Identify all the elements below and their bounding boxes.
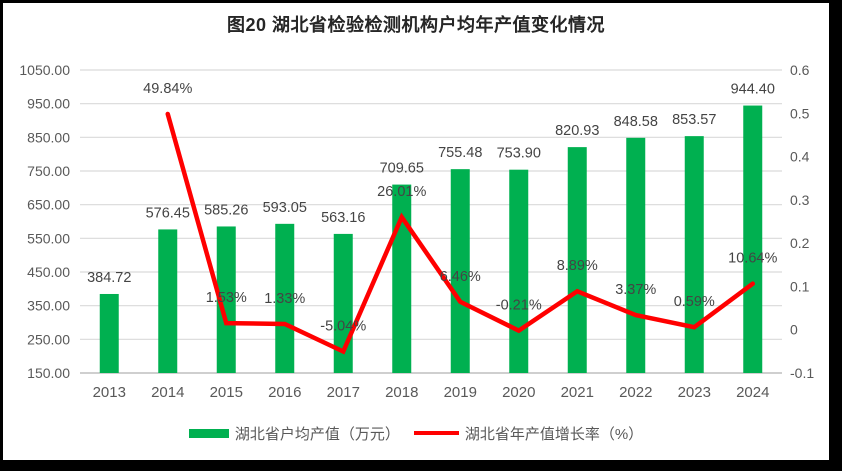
bar-value-label: 576.45 — [146, 205, 190, 221]
right-axis-tick: 0.1 — [790, 278, 810, 294]
right-axis-tick: 0.3 — [790, 192, 810, 208]
x-axis-label: 2017 — [327, 384, 360, 401]
bar-value-label: 593.05 — [263, 200, 307, 216]
legend-line-swatch-icon — [413, 431, 459, 435]
bar-value-label: 820.93 — [555, 123, 599, 139]
bar-value-label: 563.16 — [321, 210, 365, 226]
bar-2020 — [509, 169, 529, 373]
x-axis-label: 2023 — [678, 384, 711, 401]
line-value-label: -5.04% — [320, 319, 366, 335]
x-axis-label: 2013 — [93, 384, 126, 401]
bar-2015 — [216, 226, 236, 373]
line-value-label: 6.46% — [440, 269, 481, 285]
left-axis-tick: 950.00 — [27, 96, 70, 112]
bar-2018 — [392, 184, 412, 373]
right-axis-tick: 0 — [790, 322, 798, 338]
legend-line-label: 湖北省年产值增长率（%） — [464, 425, 644, 443]
x-axis-label: 2020 — [502, 384, 535, 401]
line-value-label: 10.64% — [728, 251, 777, 267]
line-value-label: 3.37% — [615, 282, 656, 298]
bar-value-label: 848.58 — [614, 114, 658, 130]
left-axis-tick: 850.00 — [27, 129, 70, 145]
left-axis-tick: 650.00 — [27, 197, 70, 213]
x-axis-label: 2014 — [151, 384, 184, 401]
line-value-label: -0.21% — [496, 298, 542, 314]
x-axis-label: 2018 — [385, 384, 418, 401]
bar-2013 — [99, 293, 119, 373]
bar-value-label: 384.72 — [87, 270, 131, 286]
left-axis-tick: 1050.00 — [19, 62, 70, 78]
bar-value-label: 853.57 — [672, 112, 716, 128]
right-axis-tick: 0.5 — [790, 105, 810, 121]
bar-2021 — [567, 147, 587, 373]
bar-value-label: 753.90 — [497, 146, 541, 162]
right-axis-tick: 0.2 — [790, 235, 810, 251]
line-value-label: 49.84% — [143, 81, 192, 97]
bar-2024 — [743, 105, 763, 373]
bar-value-label: 944.40 — [731, 82, 775, 98]
left-axis-tick: 750.00 — [27, 163, 70, 179]
line-value-label: 1.53% — [206, 290, 247, 306]
line-value-label: 0.59% — [674, 294, 715, 310]
line-value-label: 26.01% — [377, 184, 426, 200]
left-axis-tick: 350.00 — [27, 298, 70, 314]
line-value-label: 1.33% — [264, 291, 305, 307]
growth-line — [165, 111, 755, 355]
x-axis-label: 2022 — [619, 384, 652, 401]
right-axis-tick: 0.6 — [790, 62, 810, 78]
legend-bar-label: 湖北省户均产值（万元） — [234, 425, 400, 443]
x-axis-label: 2024 — [736, 384, 769, 401]
x-axis-label: 2021 — [561, 384, 594, 401]
left-axis-tick: 550.00 — [27, 230, 70, 246]
bar-2014 — [158, 229, 178, 373]
bar-2023 — [684, 136, 704, 373]
bar-value-label: 709.65 — [380, 161, 424, 177]
bar-2016 — [275, 223, 295, 373]
bar-value-label: 755.48 — [438, 145, 482, 161]
x-axis-label: 2016 — [268, 384, 301, 401]
left-axis-tick: 150.00 — [27, 365, 70, 381]
line-value-label: 8.89% — [557, 258, 598, 274]
left-axis-tick: 250.00 — [27, 331, 70, 347]
right-axis-tick: -0.1 — [790, 365, 814, 381]
bar-value-label: 585.26 — [204, 202, 248, 218]
bar-2019 — [450, 169, 470, 373]
x-axis-label: 2015 — [210, 384, 243, 401]
chart-title: 图20 湖北省检验检测机构户均年产值变化情况 — [226, 15, 606, 35]
right-axis-tick: 0.4 — [790, 149, 810, 165]
x-axis-label: 2019 — [444, 384, 477, 401]
bar-2022 — [626, 137, 646, 373]
legend-bar-swatch-icon — [188, 428, 229, 438]
legend: 湖北省户均产值（万元） 湖北省年产值增长率（%） — [3, 423, 829, 443]
left-axis-tick: 450.00 — [27, 264, 70, 280]
